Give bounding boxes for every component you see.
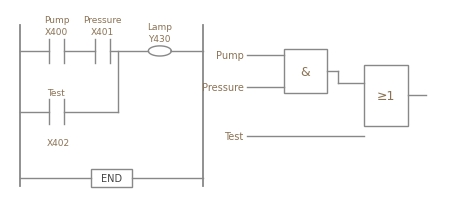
- Text: X401: X401: [91, 28, 114, 37]
- Text: END: END: [101, 173, 122, 183]
- FancyBboxPatch shape: [364, 66, 408, 126]
- Text: Pump: Pump: [44, 16, 69, 24]
- Text: X402: X402: [47, 138, 70, 147]
- Text: Pressure: Pressure: [201, 83, 243, 93]
- Text: Test: Test: [224, 131, 243, 141]
- Text: Y430: Y430: [149, 35, 171, 44]
- Text: Lamp: Lamp: [147, 23, 172, 32]
- Text: &: &: [301, 65, 310, 78]
- FancyBboxPatch shape: [91, 169, 132, 187]
- Text: Pump: Pump: [216, 51, 243, 61]
- Text: Test: Test: [47, 89, 65, 98]
- Text: ≥1: ≥1: [377, 90, 395, 102]
- Text: Pressure: Pressure: [83, 16, 122, 24]
- FancyBboxPatch shape: [284, 50, 328, 94]
- Text: X400: X400: [45, 28, 68, 37]
